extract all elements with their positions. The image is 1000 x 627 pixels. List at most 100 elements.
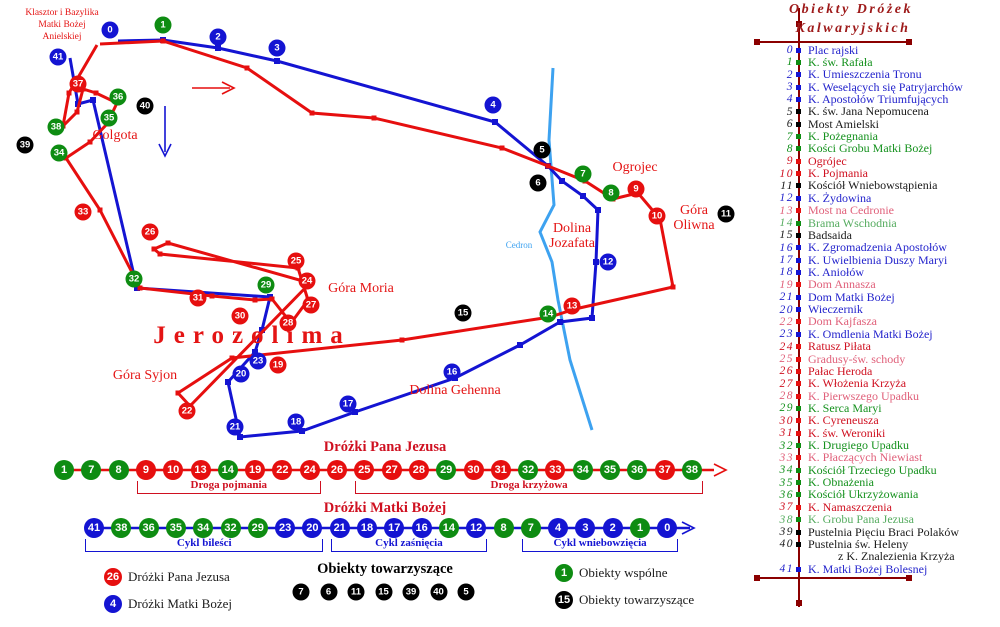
right-key-label: Obiekty towarzyszące: [579, 592, 695, 607]
map-station-36: 36: [109, 88, 127, 106]
legend-item-number: 32: [779, 439, 794, 452]
legend-axis-top: [757, 41, 910, 43]
legend-item-square-marker: [796, 319, 801, 325]
legend-item-square-marker: [796, 257, 801, 263]
legend-item-label: K. Żydowina: [808, 190, 872, 205]
mary-row-arrowhead: [681, 521, 696, 535]
map-station-22: 22: [178, 402, 196, 420]
legend-item-square-marker: [796, 96, 801, 102]
legend-item-square-marker: [796, 307, 801, 313]
map-station-11: 11: [717, 205, 735, 223]
legend-item-number: 23: [779, 328, 794, 341]
mary-row-station-29: 29: [247, 518, 268, 538]
legend-item-10: 10 K. Pojmania: [752, 166, 869, 181]
jesus-row-bracket-droga-krzy-owa: Droga krzyżowa: [355, 480, 703, 494]
legend-item-label: K. Weselących się Patryjarchów: [808, 79, 963, 94]
legend-node-square: [906, 575, 912, 581]
mary-row-bracket-label: Cykl zaśnięcia: [375, 537, 443, 549]
map-station-28: 28: [279, 314, 297, 332]
legend-item-number: 15: [779, 229, 794, 242]
map-station-0: 0: [101, 21, 119, 39]
legend-item-22: 22 Dom Kajfasza: [752, 314, 877, 329]
legend-item-17: 17 K. Uwielbienia Duszy Maryi: [752, 252, 948, 267]
legend-item-6: 6 Most Amielski: [752, 117, 879, 131]
legend-item-square-marker: [796, 393, 801, 399]
mary-row-station-35: 35: [165, 518, 186, 538]
legend-item-label: K. Matki Bożej Bolesnej: [808, 561, 928, 576]
map-station-32: 32: [125, 270, 143, 288]
legend-item-label: Kościół Wniebowstąpienia: [808, 178, 938, 193]
legend-item-31: 31 K. św. Weroniki: [752, 426, 886, 440]
legend-item-11: 11 Kościół Wniebowstąpienia: [752, 178, 938, 193]
legend-item-number: 31: [779, 427, 794, 440]
legend-node-square: [906, 39, 912, 45]
jesus-row-station-30: 30: [463, 460, 484, 480]
map-station-2: 2: [209, 28, 227, 46]
jesus-row-bracket-label: Droga pojmania: [190, 479, 268, 491]
legend-item-label: K. Umieszczenia Tronu: [808, 67, 922, 82]
legend-item-square-marker: [796, 504, 801, 510]
legend-item-number: 25: [779, 353, 794, 365]
legend-item-square-marker: [796, 418, 801, 424]
legend-item-number: 20: [779, 303, 794, 316]
left-key-circle-26: 26: [104, 568, 122, 586]
legend-item-label: K. Cyreneusza: [808, 413, 879, 428]
legend-item-label: Dom Matki Bożej: [808, 289, 895, 304]
map-station-24: 24: [298, 272, 316, 290]
mary-row-station-20: 20: [302, 518, 323, 538]
legend-item-number: 12: [779, 192, 794, 205]
legend-item-number: 14: [779, 217, 794, 230]
mary-row-station-16: 16: [411, 518, 432, 538]
legend-item-23: 23 K. Omdlenia Matki Bożej: [752, 327, 933, 341]
legend-item-number: 2: [786, 68, 794, 81]
map-station-18: 18: [287, 413, 305, 431]
jesus-row-station-13: 13: [190, 460, 211, 480]
legend-item-number: 35: [779, 476, 794, 489]
mary-row-bracket-cykl-za-ni-cia: Cykl zaśnięcia: [330, 537, 488, 552]
legend-item-7: 7 K. Pożegnania: [752, 129, 878, 143]
legend-item-square-marker: [796, 245, 801, 251]
legend-item-number: 39: [779, 526, 794, 539]
legend-item-label: Plac rajski: [808, 42, 859, 57]
legend-item-label: K. Serca Maryi: [808, 400, 882, 415]
legend-title-line1: Obiekty Dróżek: [788, 2, 914, 17]
legend-item-34: 34 Kościół Trzeciego Upadku: [752, 462, 937, 477]
jesus-row-station-1: 1: [54, 460, 74, 480]
legend-item-40-line2: z K. Znalezienia Krzyża: [752, 549, 955, 563]
legend-item-number: 6: [786, 118, 794, 131]
map-label-ogrojec: Ogrojec: [612, 160, 658, 175]
legend-item-number: 21: [779, 291, 794, 304]
legend-item-label: K. Pojmania: [808, 166, 868, 181]
legend-item-number: 5: [786, 105, 794, 118]
legend-item-13: 13 Most na Cedronie: [752, 203, 895, 217]
legend-item-square-marker: [796, 72, 801, 78]
legend-item-37: 37 K. Namaszczenia: [752, 500, 892, 514]
legend-item-label: K. Uwielbienia Duszy Maryi: [808, 252, 948, 267]
legend-item-square-marker: [796, 109, 801, 115]
map-station-6: 6: [529, 174, 547, 192]
legend-item-label: Brama Wschodnia: [808, 215, 897, 230]
map-station-20: 20: [232, 365, 250, 383]
legend-item-number: 8: [786, 142, 794, 155]
jesus-row-station-33: 33: [545, 460, 566, 480]
legend-item-label: Kościół Ukrzyżowania: [808, 487, 919, 502]
legend-item-square-marker: [796, 480, 801, 486]
legend-item-4: 4 K. Apostołów Triumfujących: [752, 92, 949, 106]
legend-item-label: Dom Kajfasza: [808, 314, 877, 329]
legend-item-number: 29: [779, 402, 794, 415]
map-station-34: 34: [50, 144, 68, 162]
legend-item-label: K. Pierwszego Upadku: [808, 388, 919, 403]
legend-item-square-marker: [796, 158, 801, 164]
legend-item-label: K. Aniołów: [808, 264, 865, 279]
jesus-row-station-24: 24: [299, 460, 320, 480]
legend-node-square: [796, 21, 802, 27]
legend-item-label: Kościół Trzeciego Upadku: [808, 462, 937, 477]
jesus-row-station-32: 32: [518, 460, 539, 480]
legend-item-number: 4: [786, 93, 794, 106]
map-label-g-ra-oliwna: Góra Oliwna: [673, 203, 715, 234]
mary-row-station-12: 12: [466, 518, 487, 538]
legend-item-number: 11: [780, 179, 794, 192]
legend-item-square-marker: [796, 405, 801, 411]
mary-row-station-23: 23: [275, 518, 296, 538]
jesus-row-station-22: 22: [272, 460, 293, 480]
